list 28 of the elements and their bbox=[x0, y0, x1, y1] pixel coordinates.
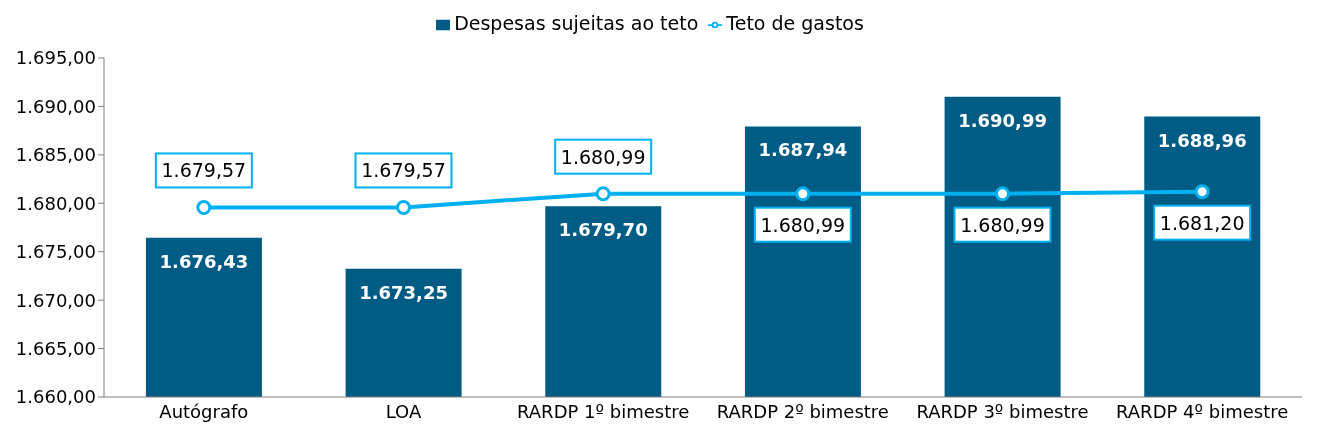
y-tick-label: 1.670,00 bbox=[15, 289, 96, 311]
data-label: 1.679,57 bbox=[161, 159, 247, 182]
legend-label: Teto de gastos bbox=[726, 12, 864, 34]
x-tick-label: LOA bbox=[385, 400, 422, 422]
y-tick-label: 1.665,00 bbox=[15, 337, 96, 359]
data-label: 1.687,94 bbox=[758, 139, 848, 161]
y-tick-label: 1.660,00 bbox=[15, 386, 96, 408]
legend-label: Despesas sujeitas ao teto bbox=[454, 12, 699, 34]
data-label: 1.688,96 bbox=[1157, 129, 1247, 151]
x-tick-label: RARDP 4º bimestre bbox=[1116, 400, 1289, 422]
y-tick-label: 1.690,00 bbox=[15, 95, 96, 117]
x-tick-label: RARDP 1º bimestre bbox=[517, 400, 690, 422]
y-tick-label: 1.680,00 bbox=[15, 192, 96, 214]
data-label: 1.676,43 bbox=[159, 250, 249, 272]
data-label: 1.680,99 bbox=[960, 213, 1045, 236]
data-label: 1.673,25 bbox=[359, 281, 449, 303]
x-tick-label: RARDP 3º bimestre bbox=[916, 400, 1089, 422]
data-label: 1.690,99 bbox=[958, 109, 1048, 131]
x-tick-label: Autógrafo bbox=[159, 400, 249, 422]
data-label: 1.680,99 bbox=[560, 145, 646, 168]
data-label: 1.681,20 bbox=[1159, 211, 1245, 234]
y-tick-label: 1.675,00 bbox=[15, 241, 96, 263]
y-tick-label: 1.685,00 bbox=[15, 144, 96, 166]
y-tick-label: 1.695,00 bbox=[15, 47, 96, 69]
x-tick-label: RARDP 2º bimestre bbox=[716, 400, 889, 422]
data-label: 1.679,57 bbox=[361, 159, 446, 182]
data-label: 1.679,70 bbox=[558, 219, 648, 241]
data-label: 1.680,99 bbox=[760, 213, 846, 236]
